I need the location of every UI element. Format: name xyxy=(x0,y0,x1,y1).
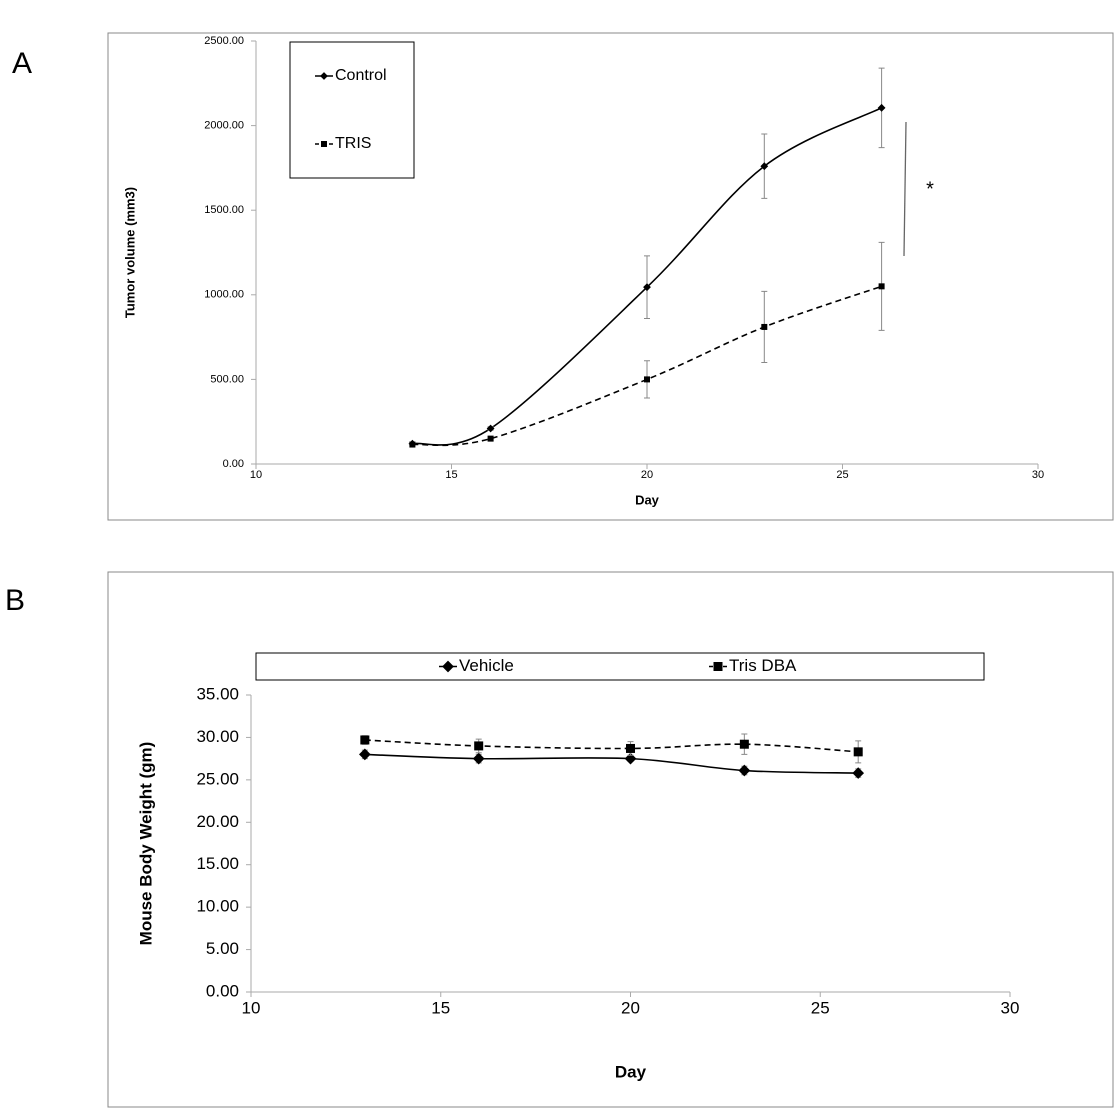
marker xyxy=(852,767,865,779)
marker xyxy=(626,743,635,753)
marker xyxy=(878,283,885,290)
y-axis-label: Mouse Body Weight (gm) xyxy=(136,742,155,946)
y-tick-label: 1500.00 xyxy=(204,204,244,216)
series-line xyxy=(364,739,859,753)
series-line xyxy=(412,285,882,447)
series-line xyxy=(364,753,859,774)
x-tick-label: 10 xyxy=(250,469,262,481)
x-tick-label: 25 xyxy=(836,469,848,481)
x-tick-label: 10 xyxy=(242,998,261,1017)
legend-marker xyxy=(321,141,327,147)
x-axis-label: Day xyxy=(615,1062,647,1081)
y-tick-label: 1000.00 xyxy=(204,289,244,301)
legend-label: TRIS xyxy=(335,135,371,152)
legend-marker xyxy=(320,72,328,80)
chart-panel: B 10 15 20 25 30 0.00 5.00 10.00 15.00 20.00 25.00 3… xyxy=(5,571,1114,1108)
marker xyxy=(474,741,484,751)
legend-marker xyxy=(442,660,454,673)
y-tick-label: 2500.00 xyxy=(204,35,244,47)
marker xyxy=(853,747,863,757)
y-tick-label: 25.00 xyxy=(196,769,239,788)
chart-frame xyxy=(107,32,1114,521)
y-tick-label: 10.00 xyxy=(196,897,239,916)
panel-label: A xyxy=(12,47,32,80)
legend-marker xyxy=(713,662,723,671)
marker xyxy=(472,752,485,765)
chart-panel: A 10 15 20 25 30 0.00 500.00 1000.00 1500.00 2000.… xyxy=(12,32,1114,521)
legend-label: Tris DBA xyxy=(729,656,797,675)
y-tick-label: 500.00 xyxy=(210,373,244,385)
marker xyxy=(643,283,651,292)
significance-bar xyxy=(903,121,907,257)
marker xyxy=(761,323,768,330)
marker xyxy=(360,735,370,745)
x-tick-label: 30 xyxy=(1001,998,1020,1017)
legend-box xyxy=(255,652,985,681)
marker xyxy=(644,376,650,383)
y-tick-label: 20.00 xyxy=(196,812,239,831)
marker xyxy=(359,748,371,761)
y-tick-label: 0.00 xyxy=(223,458,244,470)
marker xyxy=(487,435,494,442)
marker xyxy=(486,424,495,433)
x-tick-label: 20 xyxy=(641,469,653,481)
chart-frame xyxy=(107,571,1114,1108)
y-tick-label: 5.00 xyxy=(206,939,239,958)
y-tick-label: 2000.00 xyxy=(204,120,244,132)
legend-label: Vehicle xyxy=(459,656,514,675)
legend-label: Control xyxy=(335,67,387,84)
marker xyxy=(877,103,886,112)
x-tick-label: 25 xyxy=(811,998,830,1017)
x-axis-label: Day xyxy=(635,492,660,507)
x-tick-label: 20 xyxy=(621,998,640,1017)
legend-box xyxy=(289,41,415,179)
panel-label: B xyxy=(5,584,25,617)
y-tick-label: 30.00 xyxy=(196,727,239,746)
marker xyxy=(739,739,749,749)
marker xyxy=(760,162,769,171)
x-tick-label: 30 xyxy=(1032,469,1044,481)
y-tick-label: 0.00 xyxy=(206,981,239,1000)
y-tick-label: 35.00 xyxy=(196,684,239,703)
marker xyxy=(738,764,751,777)
annotation: * xyxy=(926,178,934,200)
y-axis-label: Tumor volume (mm3) xyxy=(122,187,137,318)
x-tick-label: 15 xyxy=(431,998,450,1017)
marker xyxy=(409,441,416,448)
marker xyxy=(624,752,637,765)
y-tick-label: 15.00 xyxy=(196,854,239,873)
x-tick-label: 15 xyxy=(445,469,457,481)
